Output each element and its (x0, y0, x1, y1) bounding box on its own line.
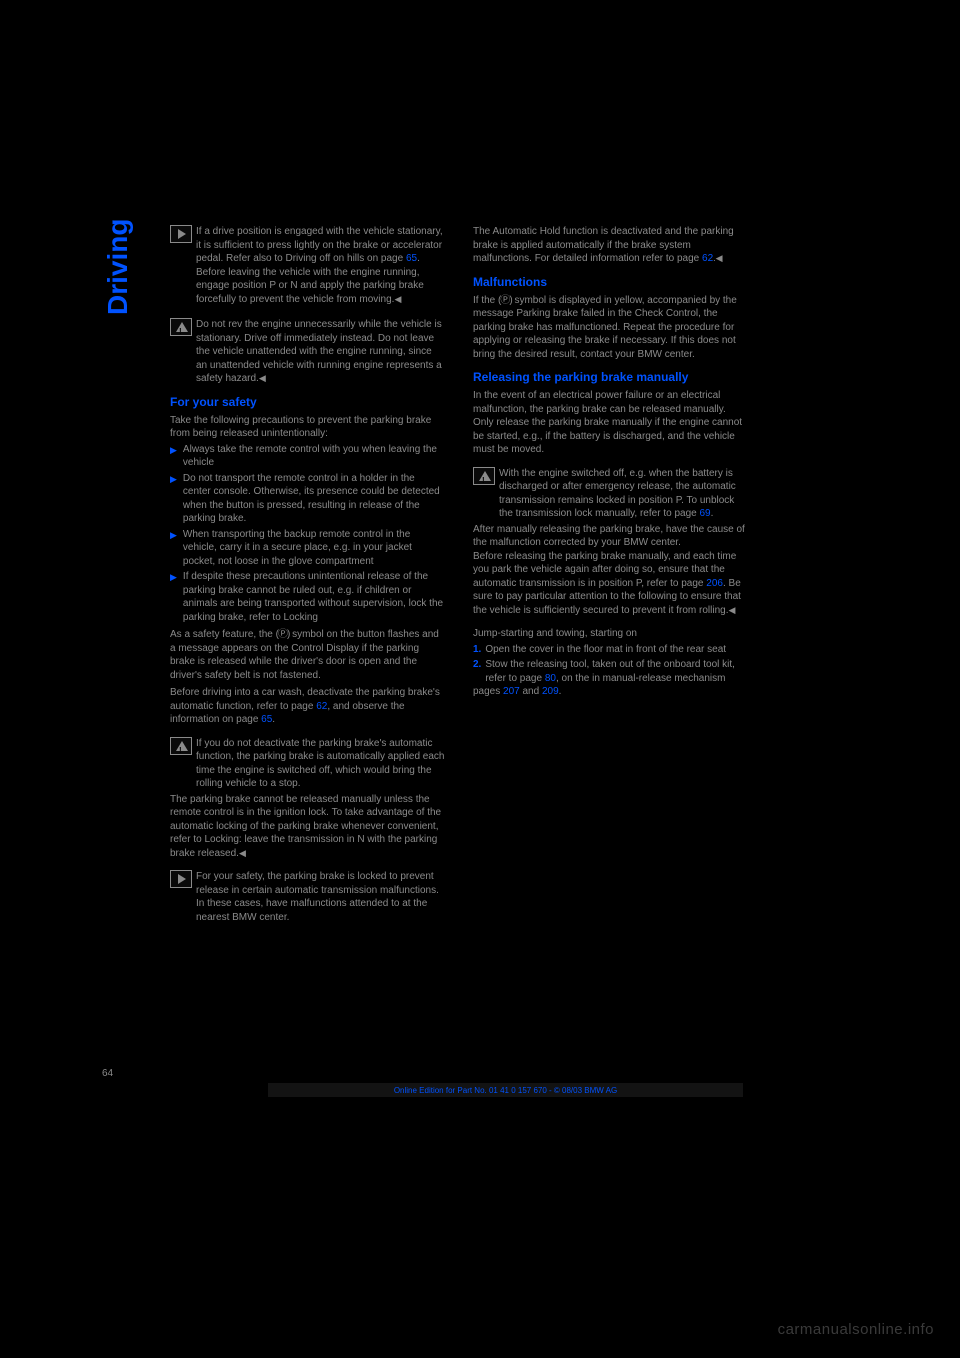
bullet-icon: ▶ (170, 571, 177, 583)
bullet-icon: ▶ (170, 473, 177, 485)
release-header: Releasing the parking brake manually (473, 369, 748, 385)
page-link-69[interactable]: 69 (699, 508, 710, 519)
bullet-icon: ▶ (170, 444, 177, 456)
warning-block-2: If you do not deactivate the parking bra… (170, 737, 445, 791)
bullet-icon: ▶ (170, 529, 177, 541)
step-number: 2. (473, 658, 481, 672)
right-column: The Automatic Hold function is deactivat… (473, 225, 748, 926)
step-number: 1. (473, 643, 481, 657)
p6: The parking brake cannot be released man… (170, 794, 441, 859)
page-link-62a[interactable]: 62 (316, 701, 327, 712)
warning-icon (473, 467, 495, 485)
r-p2: If the (Ⓟ) symbol is displayed in yellow… (473, 294, 748, 362)
bullet-item: ▶ If despite these precautions unintenti… (170, 570, 445, 624)
end-mark: ◀ (729, 605, 736, 615)
r-p1: The Automatic Hold function is deactivat… (473, 225, 748, 266)
warning-text-3: With the engine switched off, e.g. when … (499, 467, 748, 521)
numbered-item: 1. Open the cover in the floor mat in fr… (473, 643, 748, 657)
jp-a: pages (473, 686, 503, 697)
p1b-text: Before leaving the vehicle with the engi… (196, 267, 424, 305)
tip-text-2: For your safety, the parking brake is lo… (196, 870, 445, 924)
r-p6a: After manually releasing the parking bra… (473, 523, 748, 550)
end-mark: .◀ (713, 253, 722, 263)
warning-block-1: Do not rev the engine unnecessarily whil… (170, 318, 445, 386)
p6-text: The parking brake cannot be released man… (170, 793, 445, 861)
r-p6b: Before releasing the parking brake manua… (473, 550, 748, 618)
p3-text: As a safety feature, the (Ⓟ) symbol on t… (170, 628, 445, 682)
footer-text: Online Edition for Part No. 01 41 0 157 … (394, 1086, 617, 1095)
warning-text-1: Do not rev the engine unnecessarily whil… (196, 318, 445, 386)
end-mark: ◀ (394, 294, 401, 304)
step-text: Stow the releasing tool, taken out of th… (485, 658, 748, 685)
tip-icon (170, 870, 192, 888)
step-text: Open the cover in the floor mat in front… (485, 643, 726, 657)
bullet-item: ▶ Always take the remote control with yo… (170, 443, 445, 470)
warning-icon (170, 318, 192, 336)
warning-icon (170, 737, 192, 755)
r-p2a: If the (473, 295, 498, 306)
page-link-62b[interactable]: 62 (702, 253, 713, 264)
warning-text-2: If you do not deactivate the parking bra… (196, 737, 445, 791)
end-mark: ◀ (259, 373, 266, 383)
footer-bar: Online Edition for Part No. 01 41 0 157 … (268, 1083, 743, 1097)
safety-intro: Take the following precautions to preven… (170, 414, 445, 441)
jp-mid: and (520, 686, 542, 697)
jp-b: . (559, 686, 562, 697)
p2-text: Do not rev the engine unnecessarily whil… (196, 319, 442, 384)
r-p2b: symbol is displayed in yellow, accompani… (473, 295, 737, 360)
p4-text: Before driving into a car wash, deactiva… (170, 686, 445, 727)
bullet-text: When transporting the backup remote cont… (183, 528, 445, 569)
tip-block-1: If a drive position is engaged with the … (170, 225, 445, 306)
p5-text: If you do not deactivate the parking bra… (196, 738, 444, 790)
r-p3: In the event of an electrical power fail… (473, 389, 748, 416)
r-p6b-txt: Before releasing the parking brake manua… (473, 551, 736, 589)
page-number: 64 (102, 1068, 113, 1079)
numbered-item: 2. Stow the releasing tool, taken out of… (473, 658, 748, 685)
safety-header: For your safety (170, 394, 445, 410)
bullet-item: ▶ Do not transport the remote control in… (170, 472, 445, 526)
p3a: As a safety feature, the (170, 629, 276, 640)
left-column: If a drive position is engaged with the … (170, 225, 445, 926)
page-link-209[interactable]: 209 (542, 686, 559, 697)
malfunctions-header: Malfunctions (473, 274, 748, 290)
r-p1a: The Automatic Hold function is deactivat… (473, 226, 734, 264)
jump-start-label: Jump-starting and towing, starting on (473, 627, 748, 641)
jump-pages: pages 207 and 209. (473, 685, 748, 699)
page-link-65a[interactable]: 65 (406, 253, 417, 264)
section-title-vertical: Driving (102, 219, 134, 315)
page-link-65b[interactable]: 65 (261, 714, 272, 725)
bullet-item: ▶ When transporting the backup remote co… (170, 528, 445, 569)
page-link-207[interactable]: 207 (503, 686, 520, 697)
tip-text-1: If a drive position is engaged with the … (196, 225, 445, 306)
end-mark: ◀ (239, 848, 246, 858)
parking-brake-icon: (Ⓟ) (498, 294, 512, 308)
page-link-206[interactable]: 206 (706, 578, 723, 589)
step2b: , on the in manual-release mechanism (556, 673, 726, 684)
bullet-text: Always take the remote control with you … (183, 443, 445, 470)
tip-icon (170, 225, 192, 243)
r-p5b: . (711, 508, 714, 519)
warning-block-3: With the engine switched off, e.g. when … (473, 467, 748, 521)
bullet-text: Do not transport the remote control in a… (183, 472, 445, 526)
page-link-80[interactable]: 80 (545, 673, 556, 684)
p4c: . (272, 714, 275, 725)
tip-block-2: For your safety, the parking brake is lo… (170, 870, 445, 924)
parking-brake-icon: (Ⓟ) (276, 628, 290, 642)
content-columns: If a drive position is engaged with the … (170, 225, 750, 926)
watermark: carmanualsonline.info (778, 1321, 934, 1338)
bullet-text: If despite these precautions unintention… (183, 570, 445, 624)
r-p4: Only release the parking brake manually … (473, 416, 748, 457)
